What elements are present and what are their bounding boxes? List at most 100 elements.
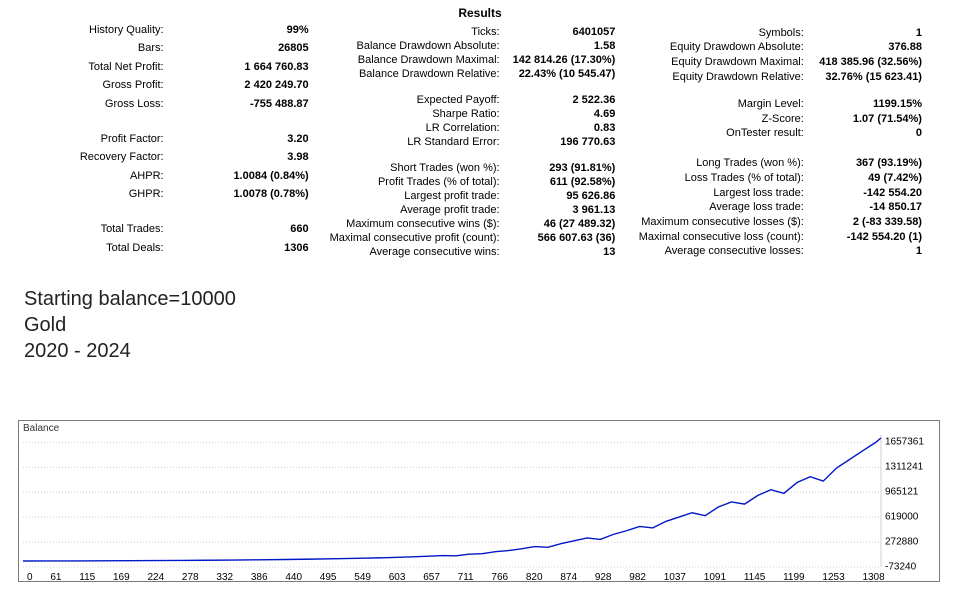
- stat-value: 4.69: [510, 108, 634, 120]
- x-tick-label: 982: [629, 572, 646, 583]
- stat-label: [633, 24, 813, 25]
- stat-label: Equity Drawdown Relative:: [633, 71, 813, 84]
- stat-label: Maximal consecutive loss (count):: [633, 231, 813, 244]
- stat-value: 6401057: [510, 26, 634, 38]
- stat-value: 0: [814, 127, 940, 140]
- stat-label: Symbols:: [633, 27, 813, 40]
- stat-value: 3.20: [174, 133, 327, 149]
- stat-label: Equity Drawdown Maximal:: [633, 56, 813, 69]
- stats-grid: History Quality:99%Bars:26805Total Net P…: [0, 20, 960, 258]
- x-tick-label: 711: [458, 572, 474, 583]
- stat-value: 3.98: [174, 151, 327, 167]
- stat-label: Profit Factor:: [20, 133, 174, 149]
- stat-label: Balance Drawdown Maximal:: [327, 54, 510, 66]
- x-tick-label: 278: [182, 572, 199, 583]
- note-line-3: 2020 - 2024: [24, 338, 236, 364]
- stat-label: Total Net Profit:: [20, 61, 174, 77]
- note-line-2: Gold: [24, 312, 236, 338]
- stat-value: -14 850.17: [814, 201, 940, 214]
- stat-value: 99%: [174, 24, 327, 40]
- stat-label: Long Trades (won %):: [633, 157, 813, 170]
- x-tick-label: 0: [27, 572, 33, 583]
- x-tick-label: 928: [595, 572, 612, 583]
- stat-label: Average profit trade:: [327, 204, 510, 216]
- stat-value: 1199.15%: [814, 98, 940, 111]
- stat-value: [814, 142, 940, 143]
- stat-value: 32.76% (15 623.41): [814, 71, 940, 84]
- stat-label: OnTester result:: [633, 127, 813, 140]
- stat-value: 376.88: [814, 41, 940, 54]
- stat-label: Balance Drawdown Absolute:: [327, 40, 510, 52]
- stat-value: 1.58: [510, 40, 634, 52]
- stat-value: 611 (92.58%): [510, 176, 634, 188]
- stat-label: Ticks:: [327, 26, 510, 38]
- stat-label: Expected Payoff:: [327, 94, 510, 106]
- stat-label: Z-Score:: [633, 113, 813, 126]
- stat-value: 2 (-83 339.58): [814, 216, 940, 229]
- stats-col-3: Symbols:1Equity Drawdown Absolute:376.88…: [633, 24, 940, 258]
- stat-label: AHPR:: [20, 170, 174, 186]
- stat-label: Maximal consecutive profit (count):: [327, 232, 510, 244]
- page-title: Results: [0, 0, 960, 20]
- stat-value: 1.07 (71.54%): [814, 113, 940, 126]
- stat-value: 49 (7.42%): [814, 172, 940, 185]
- x-tick-label: 1199: [783, 572, 805, 583]
- stat-value: 95 626.86: [510, 190, 634, 202]
- stat-label: Largest loss trade:: [633, 187, 813, 200]
- stat-value: 0.83: [510, 122, 634, 134]
- stat-value: 2 522.36: [510, 94, 634, 106]
- stat-value: 196 770.63: [510, 136, 634, 148]
- stat-label: Largest profit trade:: [327, 190, 510, 202]
- stat-value: 142 814.26 (17.30%): [510, 54, 634, 66]
- stats-col-1: History Quality:99%Bars:26805Total Net P…: [20, 24, 327, 258]
- x-tick-label: 495: [320, 572, 337, 583]
- stat-value: 3 961.13: [510, 204, 634, 216]
- stat-label: GHPR:: [20, 188, 174, 204]
- x-tick-label: 1308: [862, 572, 884, 583]
- x-tick-label: 224: [147, 572, 164, 583]
- stat-value: 660: [174, 223, 327, 239]
- stat-label: Gross Profit:: [20, 79, 174, 95]
- stat-label: Maximum consecutive losses ($):: [633, 216, 813, 229]
- stat-value: -142 554.20: [814, 187, 940, 200]
- x-tick-label: 1145: [744, 572, 766, 583]
- x-axis: 0611151692242783323864404955496036577117…: [23, 572, 885, 583]
- stat-label: Sharpe Ratio:: [327, 108, 510, 120]
- x-tick-label: 549: [354, 572, 371, 583]
- stat-label: Total Trades:: [20, 223, 174, 239]
- x-tick-label: 61: [50, 572, 61, 583]
- x-tick-label: 874: [560, 572, 577, 583]
- stat-label: Short Trades (won %):: [327, 162, 510, 174]
- stat-label: LR Standard Error:: [327, 136, 510, 148]
- x-tick-label: 657: [423, 572, 440, 583]
- stat-value: 1: [814, 27, 940, 40]
- stat-label: Maximum consecutive wins ($):: [327, 218, 510, 230]
- x-tick-label: 1091: [704, 572, 726, 583]
- x-tick-label: 440: [285, 572, 302, 583]
- x-tick-label: 332: [216, 572, 233, 583]
- stat-label: Profit Trades (% of total):: [327, 176, 510, 188]
- stat-value: 26805: [174, 42, 327, 58]
- stat-label: Margin Level:: [633, 98, 813, 111]
- stat-value: 46 (27 489.32): [510, 218, 634, 230]
- stat-value: 1 664 760.83: [174, 61, 327, 77]
- x-tick-label: 1037: [664, 572, 686, 583]
- x-tick-label: 169: [113, 572, 130, 583]
- balance-line-svg: [19, 421, 939, 581]
- stat-label: Recovery Factor:: [20, 151, 174, 167]
- stat-value: 566 607.63 (36): [510, 232, 634, 244]
- stat-label: Balance Drawdown Relative:: [327, 68, 510, 80]
- annotation-note: Starting balance=10000 Gold 2020 - 2024: [24, 286, 236, 364]
- stat-label: Bars:: [20, 42, 174, 58]
- stat-value: 2 420 249.70: [174, 79, 327, 95]
- stat-label: Equity Drawdown Absolute:: [633, 41, 813, 54]
- stat-label: [633, 142, 813, 143]
- stat-label: Loss Trades (% of total):: [633, 172, 813, 185]
- stat-label: Average loss trade:: [633, 201, 813, 214]
- stat-value: 367 (93.19%): [814, 157, 940, 170]
- stat-value: 418 385.96 (32.56%): [814, 56, 940, 69]
- stat-value: 1.0078 (0.78%): [174, 188, 327, 204]
- x-tick-label: 115: [79, 572, 95, 583]
- x-tick-label: 1253: [822, 572, 844, 583]
- x-tick-label: 820: [526, 572, 543, 583]
